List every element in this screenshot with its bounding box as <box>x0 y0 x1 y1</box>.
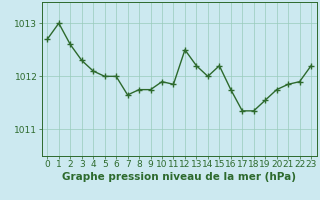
X-axis label: Graphe pression niveau de la mer (hPa): Graphe pression niveau de la mer (hPa) <box>62 172 296 182</box>
